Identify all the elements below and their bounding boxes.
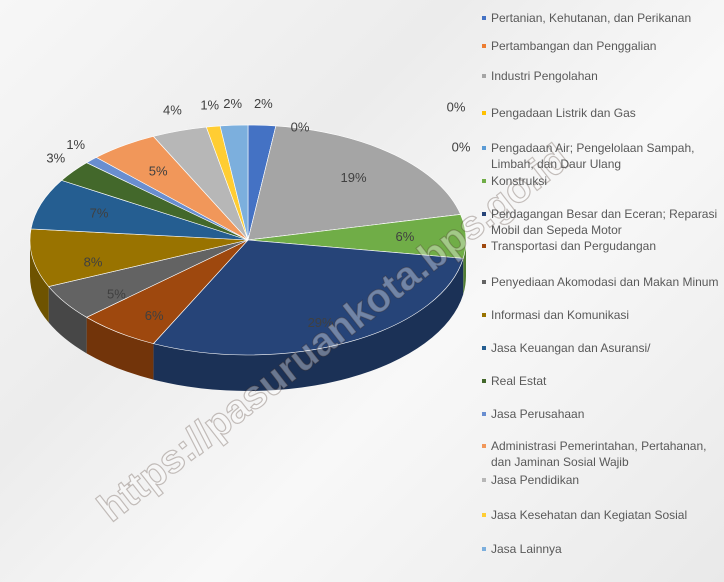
legend-swatch <box>482 313 486 317</box>
legend-item: Jasa Lainnya <box>482 541 722 557</box>
pie-slice <box>247 125 461 241</box>
legend-swatch <box>482 412 486 416</box>
data-label: 5% <box>107 287 126 302</box>
legend-label: Jasa Lainnya <box>491 542 562 556</box>
legend-swatch <box>482 74 486 78</box>
legend-label: Pengadaan Listrik dan Gas <box>491 106 636 120</box>
legend-item: Real Estat <box>482 373 722 389</box>
pie-slice <box>152 239 464 356</box>
legend-label: Perdagangan Besar dan Eceran; Reparasi M… <box>491 207 718 237</box>
data-label: 0% <box>452 139 471 154</box>
legend-item: Informasi dan Komunikasi <box>482 307 722 323</box>
data-label: 6% <box>145 308 164 323</box>
legend-label: Transportasi dan Pergudangan <box>491 239 656 253</box>
legend-swatch <box>482 444 486 448</box>
legend-label: Pertanian, Kehutanan, dan Perikanan <box>491 11 692 25</box>
legend-item: Jasa Kesehatan dan Kegiatan Sosial <box>482 507 722 523</box>
pie-slice-side <box>86 317 154 380</box>
legend-item: Industri Pengolahan <box>482 68 722 84</box>
legend-label: Administrasi Pemerintahan, Pertahanan, d… <box>491 439 707 469</box>
legend-item: Transportasi dan Pergudangan <box>482 238 722 254</box>
data-label: 1% <box>200 97 219 112</box>
legend-swatch <box>482 379 486 383</box>
legend-item: Pengadaan Listrik dan Gas <box>482 105 722 121</box>
legend-item: Pertambangan dan Penggalian <box>482 38 722 54</box>
pie-sides <box>30 240 466 391</box>
legend-item: Jasa Perusahaan <box>482 406 722 422</box>
data-label: 0% <box>447 99 466 114</box>
pie-slice-side <box>30 240 49 323</box>
data-label: 0% <box>291 119 310 134</box>
pie-slice-side <box>463 240 466 295</box>
data-label: 6% <box>395 229 414 244</box>
legend-item: Pertanian, Kehutanan, dan Perikanan <box>482 10 722 26</box>
legend-label: Pertambangan dan Penggalian <box>491 39 657 53</box>
legend-label: Jasa Perusahaan <box>491 407 585 421</box>
legend-label: Jasa Pendidikan <box>491 473 580 487</box>
data-label: 5% <box>149 164 168 179</box>
legend-swatch <box>482 280 486 284</box>
pie-slice-side <box>153 258 464 391</box>
legend-label: Real Estat <box>491 374 547 388</box>
data-label: 4% <box>163 103 182 118</box>
legend-swatch <box>482 244 486 248</box>
legend-label: Jasa Keuangan dan Asuransi/ <box>491 341 651 355</box>
legend-item: Pengadaan Air; Pengelolaan Sampah, Limba… <box>482 140 722 172</box>
legend-swatch <box>482 547 486 551</box>
data-label: 1% <box>66 137 85 152</box>
legend-swatch <box>482 179 486 183</box>
legend-label: Konstruksi <box>491 174 548 188</box>
legend-label: Pengadaan Air; Pengelolaan Sampah, Limba… <box>491 141 695 171</box>
data-label: 2% <box>254 96 273 111</box>
pie-slice <box>29 228 249 287</box>
legend-label: Jasa Kesehatan dan Kegiatan Sosial <box>491 508 688 522</box>
legend-item: Konstruksi <box>482 173 722 189</box>
legend-swatch <box>482 346 486 350</box>
legend-label: Informasi dan Komunikasi <box>491 308 630 322</box>
legend-label: Industri Pengolahan <box>491 69 598 83</box>
legend-swatch <box>482 146 486 150</box>
legend-item: Jasa Pendidikan <box>482 472 722 488</box>
legend-item: Administrasi Pemerintahan, Pertahanan, d… <box>482 438 722 470</box>
legend-item: Perdagangan Besar dan Eceran; Reparasi M… <box>482 206 722 238</box>
data-label: 8% <box>84 255 103 270</box>
legend-label: Penyediaan Akomodasi dan Makan Minum <box>491 275 719 289</box>
legend-swatch <box>482 478 486 482</box>
legend-swatch <box>482 16 486 20</box>
pie-tops <box>29 124 467 356</box>
data-label: 19% <box>341 170 367 185</box>
pie-slice-side <box>48 286 87 354</box>
legend-item: Penyediaan Akomodasi dan Makan Minum <box>482 274 722 290</box>
data-label: 7% <box>90 205 109 220</box>
data-label: 29% <box>308 315 334 330</box>
legend-swatch <box>482 111 486 115</box>
legend-swatch <box>482 513 486 517</box>
data-label: 3% <box>46 150 65 165</box>
legend-item: Jasa Keuangan dan Asuransi/ <box>482 340 722 356</box>
data-label: 2% <box>223 96 242 111</box>
legend-swatch <box>482 44 486 48</box>
legend-swatch <box>482 212 486 216</box>
pie-slice <box>219 124 249 241</box>
